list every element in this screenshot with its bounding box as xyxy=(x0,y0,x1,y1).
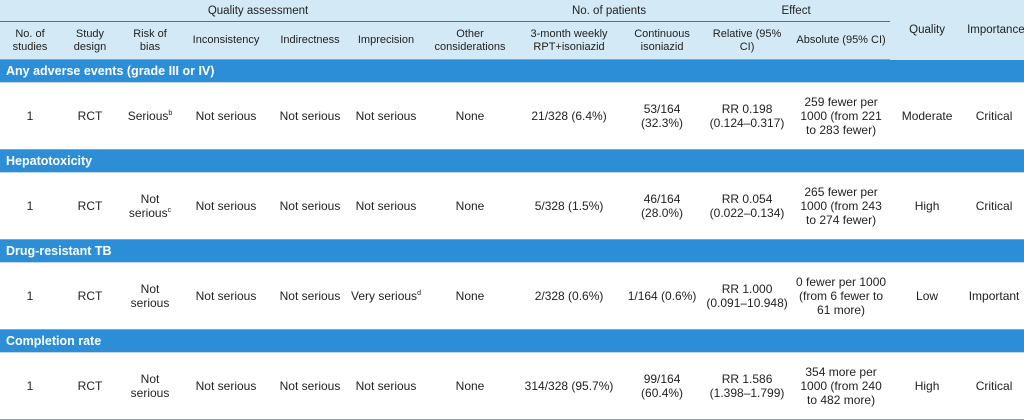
design-cell: RCT xyxy=(60,172,120,240)
other-considerations-cell: None xyxy=(424,172,517,240)
rpt-isoniazid-cell: 2/328 (0.6%) xyxy=(516,262,623,330)
absolute-effect-cell: 265 fewer per 1000 (from 243 to 274 fewe… xyxy=(792,172,891,240)
column-header-absolute: Absolute (95% CI) xyxy=(792,21,891,60)
risk-of-bias-text: Not serious xyxy=(128,192,168,220)
indirectness-cell: Not serious xyxy=(272,352,348,420)
continuous-isoniazid-cell: 99/164 (60.4%) xyxy=(622,352,703,420)
absolute-effect-cell: 259 fewer per 1000 (from 221 to 283 fewe… xyxy=(792,82,891,150)
footnote-marker: d xyxy=(417,290,421,297)
group-header-quality-assessment: Quality assessment xyxy=(0,0,517,22)
column-header-study-design: Study design xyxy=(60,21,120,60)
column-header-relative: Relative (95% CI) xyxy=(702,21,793,60)
imprecision-text: Not serious xyxy=(355,379,417,393)
importance-cell: Important xyxy=(964,262,1024,330)
continuous-isoniazid-cell: 53/164 (32.3%) xyxy=(622,82,703,150)
column-header-quality: Quality xyxy=(890,0,965,60)
other-considerations-cell: None xyxy=(424,352,517,420)
imprecision-cell: Not serious xyxy=(348,352,424,420)
table-row: 1 RCT Not seriousc Not serious Not serio… xyxy=(0,172,1024,240)
relative-effect-cell: RR 0.054 (0.022–0.134) xyxy=(702,172,793,240)
imprecision-text: Not serious xyxy=(355,199,417,213)
studies-cell: 1 xyxy=(0,172,60,240)
footnote-marker: c xyxy=(167,207,172,214)
outcome-title: Hepatotoxicity xyxy=(0,149,1024,173)
column-header-no-of-studies: No. of studies xyxy=(0,21,60,60)
column-header-inconsistency: Inconsistency xyxy=(180,21,272,60)
risk-of-bias-text: Not serious xyxy=(130,282,170,310)
inconsistency-cell: Not serious xyxy=(180,262,272,330)
relative-effect-cell: RR 1.000 (0.091–10.948) xyxy=(702,262,793,330)
design-cell: RCT xyxy=(60,352,120,420)
studies-cell: 1 xyxy=(0,82,60,150)
table-row: 1 RCT Seriousb Not serious Not serious N… xyxy=(0,82,1024,150)
design-cell: RCT xyxy=(60,82,120,150)
imprecision-cell: Not serious xyxy=(348,172,424,240)
risk-of-bias-cell: Not serious xyxy=(120,352,180,420)
other-considerations-cell: None xyxy=(424,82,517,150)
risk-of-bias-cell: Not seriousc xyxy=(120,172,180,240)
column-header-imprecision: Imprecision xyxy=(348,21,424,60)
table-row: 1 RCT Not serious Not serious Not seriou… xyxy=(0,262,1024,330)
absolute-effect-cell: 0 fewer per 1000 (from 6 fewer to 61 mor… xyxy=(792,262,891,330)
outcome-title: Drug-resistant TB xyxy=(0,239,1024,263)
imprecision-cell: Very seriousd xyxy=(348,262,424,330)
column-header-continuous-isoniazid: Continuous isoniazid xyxy=(622,21,703,60)
quality-cell: High xyxy=(890,172,965,240)
quality-cell: Low xyxy=(890,262,965,330)
column-header-other-considerations: Other considerations xyxy=(424,21,517,60)
design-cell: RCT xyxy=(60,262,120,330)
relative-effect-cell: RR 0.198 (0.124–0.317) xyxy=(702,82,793,150)
column-header-risk-of-bias: Risk of bias xyxy=(120,21,180,60)
risk-of-bias-text: Serious xyxy=(127,109,169,123)
risk-of-bias-text: Not serious xyxy=(130,372,170,400)
other-considerations-cell: None xyxy=(424,262,517,330)
relative-effect-cell: RR 1.586 (1.398–1.799) xyxy=(702,352,793,420)
group-header-effect: Effect xyxy=(702,0,891,22)
imprecision-text: Not serious xyxy=(355,109,417,123)
table-row: 1 RCT Not serious Not serious Not seriou… xyxy=(0,352,1024,420)
studies-cell: 1 xyxy=(0,352,60,420)
rpt-isoniazid-cell: 21/328 (6.4%) xyxy=(516,82,623,150)
studies-cell: 1 xyxy=(0,262,60,330)
footnote-marker: b xyxy=(168,110,173,117)
group-header-no-of-patients: No. of patients xyxy=(516,0,703,22)
rpt-isoniazid-cell: 5/328 (1.5%) xyxy=(516,172,623,240)
importance-cell: Critical xyxy=(964,82,1024,150)
imprecision-cell: Not serious xyxy=(348,82,424,150)
risk-of-bias-cell: Seriousb xyxy=(120,82,180,150)
risk-of-bias-cell: Not serious xyxy=(120,262,180,330)
indirectness-cell: Not serious xyxy=(272,82,348,150)
column-header-importance: Importance xyxy=(964,0,1024,60)
inconsistency-cell: Not serious xyxy=(180,352,272,420)
column-header-indirectness: Indirectness xyxy=(272,21,348,60)
inconsistency-cell: Not serious xyxy=(180,172,272,240)
quality-cell: High xyxy=(890,352,965,420)
absolute-effect-cell: 354 more per 1000 (from 240 to 482 more) xyxy=(792,352,891,420)
inconsistency-cell: Not serious xyxy=(180,82,272,150)
continuous-isoniazid-cell: 46/164 (28.0%) xyxy=(622,172,703,240)
indirectness-cell: Not serious xyxy=(272,262,348,330)
quality-cell: Moderate xyxy=(890,82,965,150)
outcome-title: Completion rate xyxy=(0,329,1024,353)
outcome-title: Any adverse events (grade III or IV) xyxy=(0,59,1024,83)
importance-cell: Critical xyxy=(964,172,1024,240)
continuous-isoniazid-cell: 1/164 (0.6%) xyxy=(622,262,703,330)
rpt-isoniazid-cell: 314/328 (95.7%) xyxy=(516,352,623,420)
indirectness-cell: Not serious xyxy=(272,172,348,240)
column-header-rpt-isoniazid: 3-month weekly RPT+isoniazid xyxy=(516,21,623,60)
importance-cell: Critical xyxy=(964,352,1024,420)
imprecision-text: Very serious xyxy=(351,289,418,303)
